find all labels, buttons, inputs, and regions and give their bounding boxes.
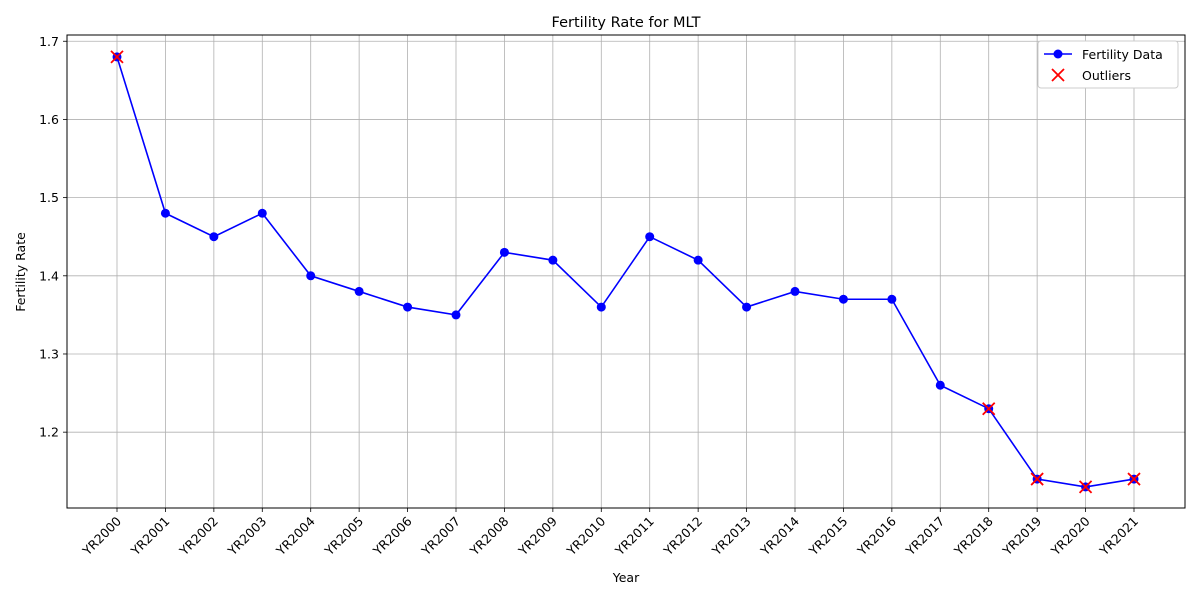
data-point — [306, 271, 316, 281]
outlier-marker — [1030, 472, 1044, 486]
y-tick-label: 1.6 — [39, 112, 59, 127]
data-point — [596, 302, 606, 312]
outlier-marker — [110, 50, 124, 64]
data-point — [887, 294, 897, 304]
data-point — [451, 310, 461, 320]
data-point — [935, 380, 945, 390]
legend-label-outliers: Outliers — [1082, 68, 1131, 83]
y-tick-label: 1.4 — [39, 268, 59, 283]
chart-title: Fertility Rate for MLT — [552, 15, 701, 31]
y-tick-label: 1.2 — [39, 425, 59, 440]
y-axis-ticks: 1.2 1.3 1.4 1.5 1.6 1.7 — [39, 34, 67, 440]
data-point — [160, 208, 170, 218]
data-point — [257, 208, 267, 218]
series-line-fertility-data — [116, 56, 1135, 488]
legend-label-fertility-data: Fertility Data — [1082, 47, 1163, 62]
data-point — [790, 286, 800, 296]
legend-outlier-marker — [1051, 68, 1065, 82]
outlier-marker — [1127, 472, 1141, 486]
outlier-marker — [982, 402, 996, 416]
data-point — [548, 255, 558, 265]
data-point — [499, 247, 509, 257]
data-point — [209, 232, 219, 242]
legend-box — [1037, 40, 1179, 89]
grid-lines — [67, 35, 1185, 508]
y-tick-label: 1.5 — [39, 190, 59, 205]
legend-marker-swatch — [1053, 49, 1063, 59]
outlier-marker — [1078, 480, 1093, 494]
data-point — [403, 302, 413, 312]
plot-frame — [66, 34, 1186, 509]
y-axis-label: Fertility Rate — [13, 232, 28, 312]
y-tick-label: 1.7 — [39, 34, 59, 49]
outlier-layer — [110, 50, 1141, 494]
data-point — [354, 286, 364, 296]
y-tick-label: 1.3 — [39, 346, 59, 361]
data-point — [645, 232, 655, 242]
legend: Fertility Data Outliers — [1037, 40, 1179, 89]
data-point — [693, 255, 703, 265]
data-point — [742, 302, 752, 312]
data-point — [838, 294, 848, 304]
x-axis-label: Year — [612, 570, 640, 585]
